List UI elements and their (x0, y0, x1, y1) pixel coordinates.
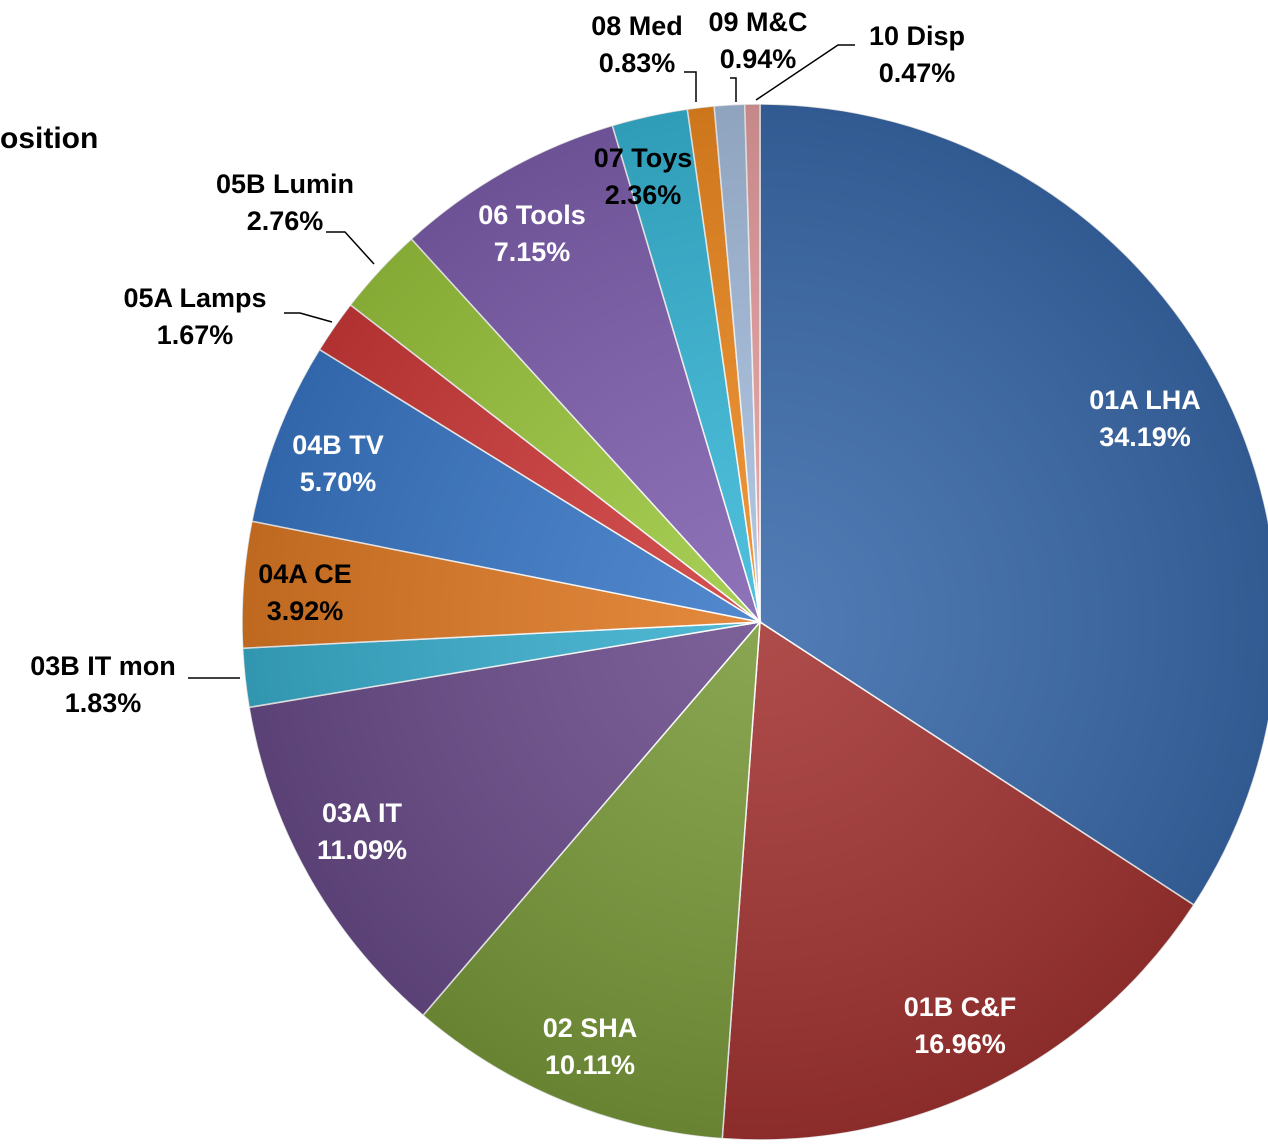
value-label: 3.92% (267, 596, 344, 626)
value-label: 1.83% (65, 688, 142, 718)
chart-title: osition (0, 122, 98, 155)
value-label: 10.11% (545, 1050, 635, 1080)
value-label: 0.47% (879, 58, 956, 88)
value-label: 2.76% (247, 206, 324, 236)
category-label: 01A LHA (1089, 385, 1201, 415)
value-label: 1.67% (157, 320, 234, 350)
category-label: 02 SHA (543, 1013, 638, 1043)
category-label: 03B IT mon (30, 651, 176, 681)
leader-line (284, 312, 333, 323)
leader-lines (188, 44, 855, 679)
category-label: 03A IT (322, 798, 403, 828)
category-label: 07 Toys (594, 143, 693, 173)
value-label: 0.94% (720, 44, 797, 74)
value-label: 11.09% (317, 835, 407, 865)
category-label: 01B C&F (904, 992, 1017, 1022)
category-label: 04B TV (292, 430, 384, 460)
value-label: 5.70% (300, 467, 377, 497)
value-label: 34.19% (1099, 422, 1191, 452)
category-label: 05A Lamps (123, 283, 266, 313)
value-label: 7.15% (494, 237, 571, 267)
category-label: 08 Med (591, 11, 683, 41)
pie (241, 103, 1268, 1141)
leader-line (755, 44, 855, 101)
category-label: 10 Disp (869, 21, 965, 51)
category-label: 09 M&C (708, 7, 807, 37)
value-label: 16.96% (914, 1029, 1006, 1059)
value-label: 2.36% (605, 180, 682, 210)
leader-line (684, 71, 697, 102)
value-label: 0.83% (599, 48, 676, 78)
category-label: 06 Tools (478, 200, 586, 230)
category-label: 04A CE (258, 559, 352, 589)
leader-line (730, 77, 737, 102)
leader-line (326, 231, 375, 265)
category-label: 05B Lumin (216, 169, 354, 199)
labels: 01A LHA 34.19% 01B C&F 16.96% 02 SHA 10.11% 03… (30, 7, 1201, 1080)
